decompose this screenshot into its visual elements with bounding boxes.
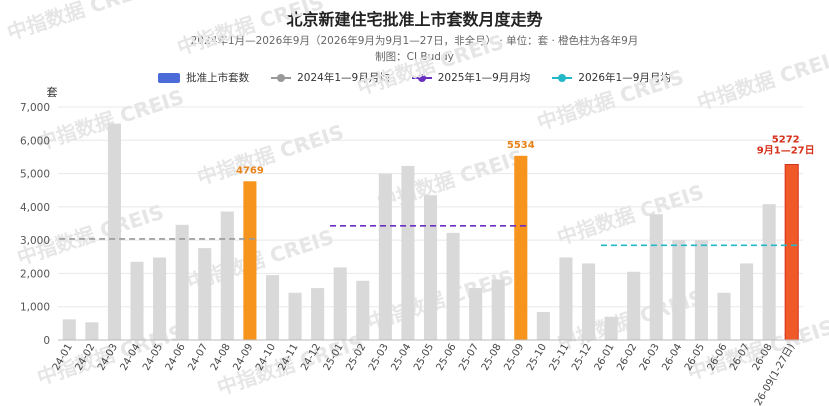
- bar: [446, 232, 460, 340]
- legend-swatch-avg-2025: [411, 73, 432, 82]
- data-label: 4769: [236, 165, 264, 176]
- legend-item-bars[interactable]: 批准上市套数: [158, 70, 249, 85]
- data-label: 5272: [772, 135, 800, 146]
- legend-label-bars: 批准上市套数: [186, 72, 250, 84]
- x-tick-label: 25-04: [389, 342, 413, 373]
- y-tick-label: 1,000: [20, 302, 50, 314]
- y-tick-label: 5,000: [20, 169, 50, 181]
- bar: [740, 263, 754, 340]
- y-tick-label: 6,000: [20, 135, 50, 147]
- bar: [784, 164, 799, 341]
- bar: [356, 280, 370, 340]
- x-tick-label: 25-03: [367, 342, 391, 373]
- bar: [175, 224, 189, 340]
- bar: [311, 288, 325, 340]
- bar: [198, 248, 212, 340]
- watermark-text: 中指数据 CREIS: [374, 145, 527, 215]
- data-label: 5534: [507, 140, 535, 151]
- bar: [85, 322, 99, 340]
- x-tick-label: 25-09: [502, 342, 526, 373]
- bar: [333, 267, 347, 340]
- bar: [491, 279, 505, 340]
- y-tick-label: 7,000: [20, 102, 50, 114]
- legend-swatch-avg-2026: [552, 73, 573, 82]
- bar: [153, 257, 167, 340]
- x-tick-label: 25-07: [457, 342, 481, 373]
- x-tick-label: 25-11: [547, 342, 571, 373]
- data-label: 9月1—27日: [757, 145, 815, 157]
- x-tick-label: 25-06: [435, 342, 459, 373]
- x-tick-label: 25-10: [525, 342, 549, 373]
- bar: [469, 288, 483, 340]
- y-tick-label: 0: [43, 335, 50, 347]
- legend-label-avg-2025: 2025年1—9月月均: [437, 72, 531, 84]
- legend-swatch-avg-2024: [271, 73, 292, 82]
- legend-label-avg-2024: 2024年1—9月月均: [297, 72, 390, 84]
- watermark-text: 中指数据 CREIS: [174, 0, 327, 60]
- y-tick-label: 3,000: [20, 235, 50, 247]
- x-tick-label: 26-02: [615, 342, 639, 373]
- bar: [265, 275, 280, 340]
- chart-title: 北京新建住宅批准上市套数月度走势: [286, 10, 543, 29]
- bar: [423, 195, 438, 340]
- legend-item-avg-2025[interactable]: 2025年1—9月月均: [411, 70, 531, 85]
- bar: [243, 181, 257, 340]
- legend-item-avg-2024[interactable]: 2024年1—9月月均: [271, 70, 390, 85]
- x-tick-label: 24-08: [209, 342, 233, 373]
- bar: [717, 292, 731, 340]
- x-tick-label: 24-07: [186, 342, 210, 373]
- bar: [220, 211, 234, 340]
- chart-subtitle: 2024年1月—2026年9月（2026年9月为9月1—27日，非全月） · 单…: [190, 35, 639, 47]
- watermark-text: 中指数据 CREIS: [694, 45, 829, 115]
- x-tick-label: 26-01: [593, 342, 617, 373]
- bar: [559, 257, 573, 340]
- bar: [694, 240, 708, 340]
- watermark-text: 中指数据 CREIS: [554, 180, 707, 250]
- legend: 批准上市套数 2024年1—9月月均 2025年1—9月月均 2026年1—9月…: [0, 70, 829, 85]
- bar: [627, 271, 641, 340]
- watermark-text: 中指数据 CREIS: [534, 65, 687, 135]
- y-axis-label: 套: [47, 86, 58, 99]
- bar: [107, 123, 121, 341]
- bar: [288, 292, 302, 340]
- x-tick-label: 26-03: [638, 342, 662, 373]
- watermark-text: 中指数据 CREIS: [4, 0, 157, 45]
- bar: [401, 165, 415, 340]
- bar: [581, 263, 596, 340]
- bar: [536, 312, 550, 340]
- y-tick-label: 2,000: [20, 268, 50, 280]
- legend-swatch-bars: [158, 72, 181, 83]
- legend-label-avg-2026: 2026年1—9月月均: [578, 72, 671, 84]
- watermark-text: 中指数据 CREIS: [194, 120, 347, 190]
- x-tick-label: 25-05: [412, 342, 436, 373]
- bar: [378, 173, 392, 340]
- bar: [62, 319, 76, 340]
- watermark-text: 中指数据 CREIS: [354, 30, 507, 100]
- y-tick-label: 4,000: [20, 202, 50, 214]
- legend-item-avg-2026[interactable]: 2026年1—9月月均: [552, 70, 671, 85]
- x-tick-label: 26-04: [660, 342, 684, 373]
- bar: [762, 204, 776, 340]
- bar: [649, 214, 663, 340]
- chart-credit: 制图：CI Buddy: [375, 51, 454, 63]
- bar: [672, 240, 686, 340]
- bar: [604, 316, 618, 340]
- x-tick-label: 25-08: [480, 342, 504, 373]
- bar: [514, 155, 528, 340]
- bar: [130, 261, 144, 340]
